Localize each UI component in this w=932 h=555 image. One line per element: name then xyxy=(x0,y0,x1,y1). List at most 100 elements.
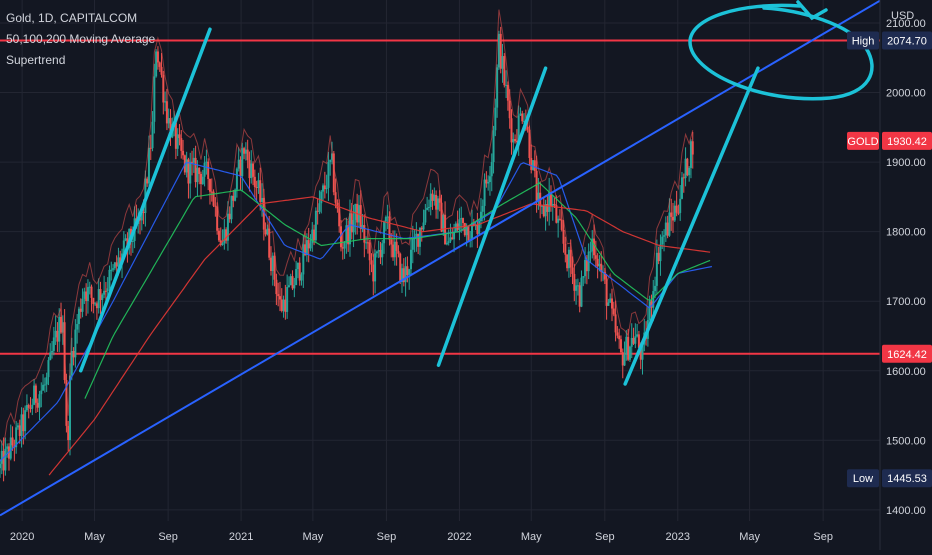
candle-body xyxy=(549,192,552,206)
candle-body xyxy=(562,229,565,244)
candle-body xyxy=(546,204,549,212)
candle-body xyxy=(415,233,418,239)
candle-body xyxy=(544,204,547,217)
candle-body xyxy=(488,176,491,182)
candle-body xyxy=(523,121,526,123)
candle-body xyxy=(623,354,626,366)
y-tick-label: 1900.00 xyxy=(886,157,926,169)
x-tick-label: 2023 xyxy=(666,531,690,543)
candle-body xyxy=(187,159,190,184)
candle-body xyxy=(603,271,606,280)
candle-body xyxy=(203,162,206,177)
candle-body xyxy=(609,298,612,303)
candle-body xyxy=(309,243,312,249)
candle-body xyxy=(304,244,307,256)
candle-body xyxy=(598,263,601,267)
candle-body xyxy=(275,279,278,295)
candle-body xyxy=(106,288,109,292)
candle-body xyxy=(51,350,54,353)
candle-body xyxy=(673,205,676,221)
currency-label: USD xyxy=(891,10,914,22)
low-badge-value-bg xyxy=(882,469,932,488)
candle-body xyxy=(492,130,495,163)
candle-body xyxy=(253,176,256,187)
candle-body xyxy=(104,290,107,292)
candle-body xyxy=(174,122,177,149)
candle-body xyxy=(4,448,7,471)
candle-body xyxy=(207,161,210,179)
candle-body xyxy=(60,316,63,333)
candle-body xyxy=(244,149,247,154)
candle-body xyxy=(663,235,666,237)
candle-body xyxy=(652,291,655,308)
drawn-stroke xyxy=(436,66,548,367)
candle-body xyxy=(359,205,362,230)
candle-body xyxy=(180,138,183,151)
time-axis-bg xyxy=(0,521,932,550)
candle-body xyxy=(68,375,71,441)
candle-body xyxy=(462,218,465,223)
candle-body xyxy=(350,213,353,233)
candle-body xyxy=(528,129,531,158)
candle-body xyxy=(530,157,533,170)
candle-body xyxy=(2,450,5,471)
gold-badge-name-bg xyxy=(847,131,879,150)
candle-body xyxy=(682,177,685,179)
x-tick-label: Sep xyxy=(158,531,178,543)
candle-body xyxy=(185,159,188,173)
candle-body xyxy=(388,216,391,240)
candle-body xyxy=(654,285,657,292)
candle-body xyxy=(36,402,39,408)
candle-body xyxy=(90,286,93,298)
candle-body xyxy=(11,437,14,446)
candle-body xyxy=(593,238,596,256)
candle-body xyxy=(160,66,163,75)
candle-body xyxy=(311,229,314,244)
candle-body xyxy=(582,276,585,278)
drawn-stroke xyxy=(623,66,760,386)
candle-body xyxy=(194,157,197,183)
indicator-ma[interactable]: 50,100,200 Moving Average xyxy=(6,32,156,46)
candle-body xyxy=(411,238,414,250)
candle-body xyxy=(510,118,513,143)
candle-body xyxy=(409,249,412,270)
candle-body xyxy=(325,187,328,190)
candle-body xyxy=(551,203,554,206)
candle-body xyxy=(140,211,143,221)
candle-body xyxy=(54,330,57,338)
candle-body xyxy=(52,337,55,351)
high-badge-value-bg xyxy=(882,31,932,50)
candle-body xyxy=(38,394,41,408)
candle-body xyxy=(103,290,106,295)
candle-body xyxy=(584,259,587,277)
high-badge-value: 2074.70 xyxy=(887,36,927,48)
candle-body xyxy=(65,380,68,426)
candle-body xyxy=(672,216,675,221)
candle-body xyxy=(479,211,482,221)
candle-body xyxy=(115,262,118,267)
candle-body xyxy=(639,347,642,360)
candle-body xyxy=(298,262,301,281)
candle-body xyxy=(453,231,456,240)
candle-body xyxy=(619,339,622,353)
candle-body xyxy=(677,212,680,214)
candle-body xyxy=(6,446,9,449)
candle-body xyxy=(435,194,438,210)
candle-body xyxy=(600,263,603,273)
candle-body xyxy=(119,257,122,264)
indicator-supertrend[interactable]: Supertrend xyxy=(6,53,66,67)
candle-body xyxy=(447,241,450,243)
candle-body xyxy=(478,220,481,234)
candle-body xyxy=(88,286,91,288)
candle-body xyxy=(621,352,624,366)
candle-body xyxy=(688,167,691,176)
candle-body xyxy=(131,241,134,243)
candle-body xyxy=(627,336,630,360)
candle-body xyxy=(217,230,220,241)
candle-body xyxy=(444,214,447,245)
candle-body xyxy=(31,404,34,409)
candle-body xyxy=(497,33,500,68)
candle-body xyxy=(243,148,246,154)
candle-body xyxy=(567,249,570,269)
